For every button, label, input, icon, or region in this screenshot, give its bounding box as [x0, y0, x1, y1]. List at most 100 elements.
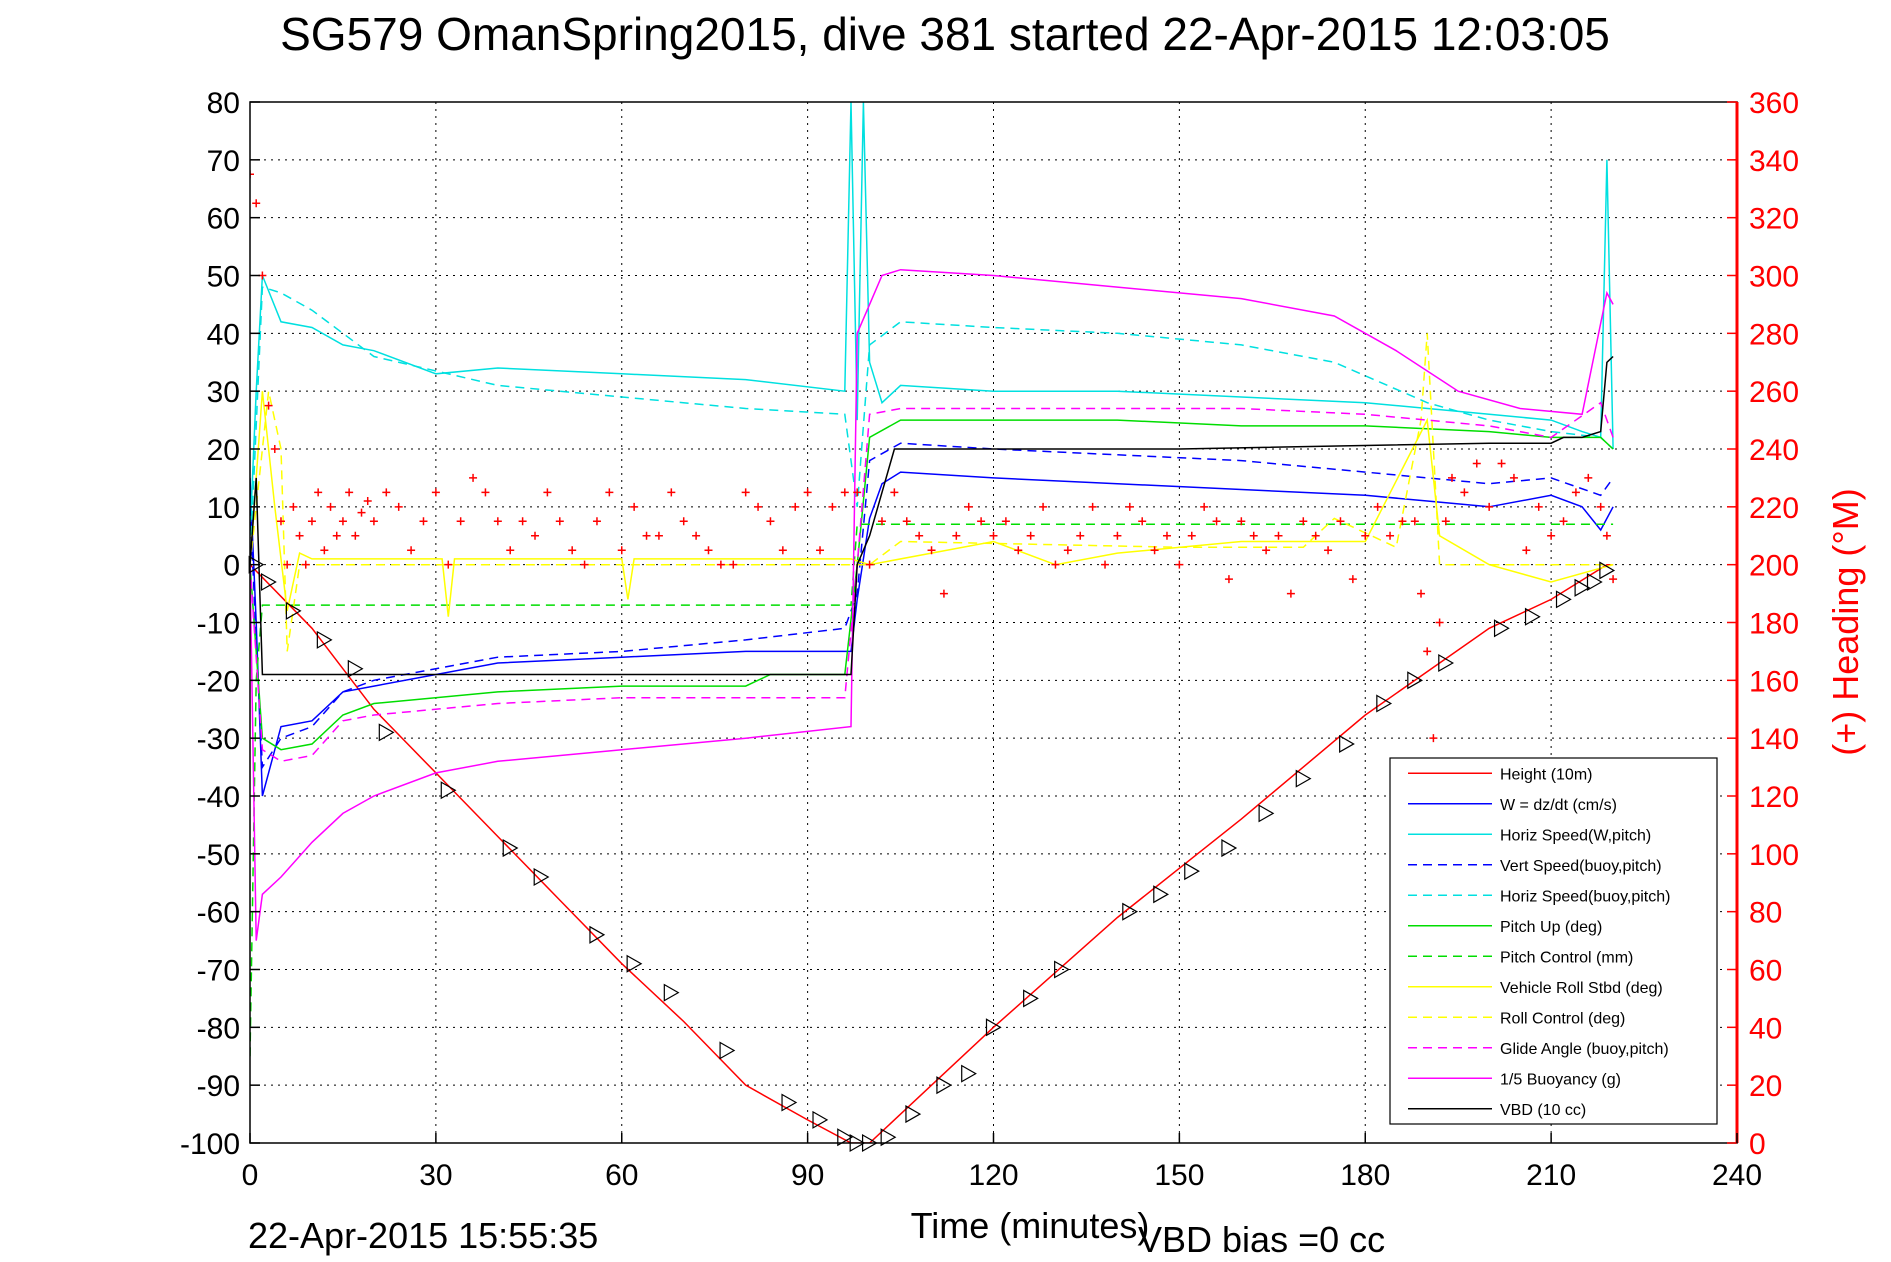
y-tick-label: 0 — [223, 550, 240, 583]
y-tick-label: -80 — [197, 1012, 240, 1045]
depth-marker — [347, 659, 364, 678]
y2-tick-label: 0 — [1749, 1128, 1766, 1161]
depth-marker — [1599, 561, 1616, 580]
legend-label: Height (10m) — [1500, 766, 1592, 783]
heading-point — [1534, 502, 1543, 511]
series-w-dz-dt-cm-s — [250, 471, 1614, 797]
legend-label: W = dz/dt (cm/s) — [1500, 797, 1617, 814]
heading-point — [1187, 531, 1196, 540]
heading-point — [1547, 531, 1556, 540]
heading-point — [1113, 531, 1122, 540]
depth-marker — [1054, 960, 1070, 979]
depth-marker — [985, 1018, 1002, 1037]
heading-point — [1559, 517, 1568, 526]
heading-point — [431, 488, 440, 497]
heading-point — [1014, 546, 1023, 555]
heading-point — [1150, 546, 1159, 555]
heading-point — [1571, 488, 1580, 497]
heading-point — [1125, 502, 1134, 511]
heading-point — [1262, 546, 1271, 555]
heading-point — [964, 502, 973, 511]
depth-marker — [936, 1076, 953, 1095]
heading-point — [1026, 531, 1035, 540]
depth-marker — [589, 925, 606, 944]
legend-label: Horiz Speed(W,pitch) — [1500, 827, 1651, 844]
y-tick-label: -50 — [197, 839, 240, 872]
heading-point — [1101, 560, 1110, 569]
depth-marker — [663, 983, 680, 1002]
depth-marker — [837, 1128, 854, 1147]
heading-point — [555, 517, 564, 526]
heading-point — [382, 488, 391, 497]
heading-point — [1472, 459, 1481, 468]
heading-point — [989, 531, 998, 540]
heading-point — [840, 488, 849, 497]
heading-point — [617, 546, 626, 555]
y-tick-label: -30 — [197, 723, 240, 756]
depth-marker — [316, 630, 333, 649]
y2-tick-label: 140 — [1749, 723, 1799, 756]
heading-point — [828, 502, 837, 511]
y2-tick-label: 300 — [1749, 261, 1799, 294]
depth-marker — [533, 867, 550, 887]
depth-marker — [1407, 671, 1424, 690]
heading-point — [1386, 531, 1395, 540]
heading-point — [345, 488, 354, 497]
depth-marker — [961, 1064, 977, 1083]
y2-tick-label: 320 — [1749, 203, 1799, 236]
series-roll-control-deg — [250, 333, 1614, 652]
heading-point — [1584, 473, 1593, 482]
legend-label: Vehicle Roll Stbd (deg) — [1500, 980, 1663, 997]
heading-point — [1224, 575, 1233, 584]
heading-point — [952, 531, 961, 540]
heading-point — [338, 517, 347, 526]
heading-point — [741, 488, 750, 497]
depth-marker — [1023, 989, 1039, 1008]
y-tick-label: 10 — [207, 492, 240, 525]
right-axis-label: (+) Heading (°M) — [1825, 488, 1866, 755]
y2-tick-label: 80 — [1749, 897, 1782, 930]
heading-point — [766, 517, 775, 526]
heading-point — [1138, 517, 1147, 526]
heading-point — [1274, 531, 1283, 540]
y2-tick-label: 360 — [1749, 87, 1799, 120]
heading-point — [1417, 589, 1426, 598]
heading-point — [754, 502, 763, 511]
x-axis-label: Time (minutes) — [911, 1205, 1150, 1246]
depth-marker — [626, 954, 643, 973]
heading-point — [407, 546, 416, 555]
heading-point — [314, 488, 323, 497]
y-tick-label: -10 — [197, 608, 240, 641]
heading-point — [1596, 502, 1605, 511]
series-pitch-control-mm — [250, 523, 1614, 1057]
y-tick-label: 50 — [207, 261, 240, 294]
depth-marker — [1122, 902, 1139, 921]
heading-point — [1051, 560, 1060, 569]
heading-point — [915, 531, 924, 540]
x-tick-label: 0 — [242, 1159, 259, 1192]
heading-point — [543, 488, 552, 497]
heading-point — [295, 531, 304, 540]
y-tick-label: -40 — [197, 781, 240, 814]
heading-point — [1088, 502, 1097, 511]
y-tick-label: -70 — [197, 955, 240, 988]
heading-point — [1435, 618, 1444, 627]
heading-point — [1076, 531, 1085, 540]
heading-point — [679, 517, 688, 526]
heading-point — [283, 560, 292, 569]
heading-point — [927, 546, 936, 555]
y2-tick-label: 240 — [1749, 434, 1799, 467]
series-horiz-speed-w-pitch — [250, 102, 1614, 536]
legend-label: Horiz Speed(buoy,pitch) — [1500, 888, 1670, 905]
y2-tick-label: 200 — [1749, 550, 1799, 583]
heading-point — [351, 531, 360, 540]
heading-point — [1249, 531, 1258, 540]
legend-label: Pitch Up (deg) — [1500, 919, 1602, 936]
heading-point — [276, 517, 285, 526]
y-tick-label: -90 — [197, 1070, 240, 1103]
legend-label: 1/5 Buoyancy (g) — [1500, 1071, 1621, 1088]
x-tick-label: 240 — [1712, 1159, 1762, 1192]
y2-tick-label: 220 — [1749, 492, 1799, 525]
heading-point — [902, 517, 911, 526]
heading-point — [1336, 517, 1345, 526]
